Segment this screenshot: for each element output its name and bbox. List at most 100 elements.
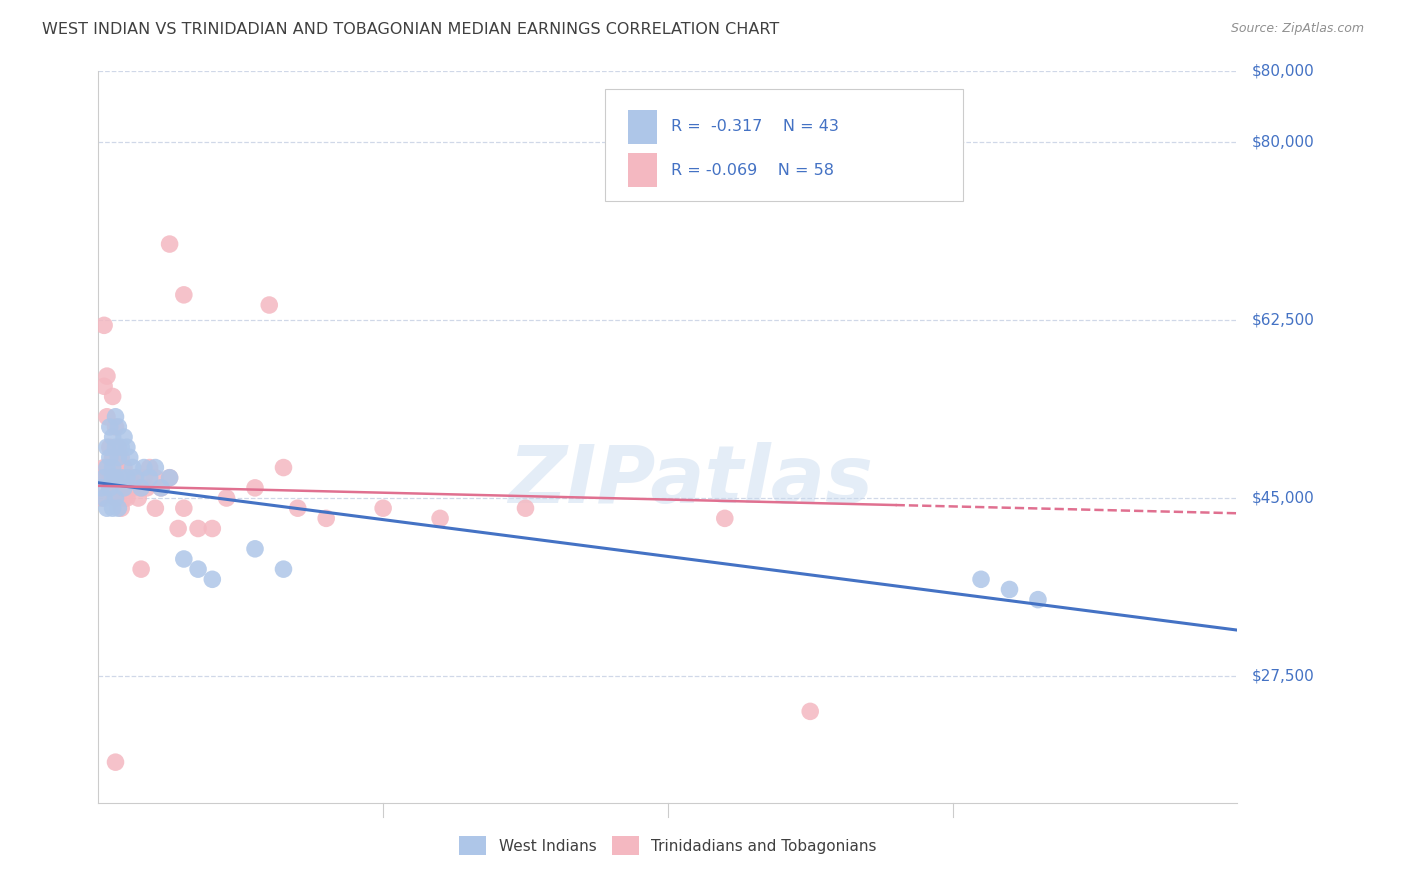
Point	[129, 562, 152, 576]
Text: $80,000: $80,000	[1251, 64, 1315, 78]
Point	[115, 440, 138, 454]
Text: WEST INDIAN VS TRINIDADIAN AND TOBAGONIAN MEDIAN EARNINGS CORRELATION CHART: WEST INDIAN VS TRINIDADIAN AND TOBAGONIA…	[42, 22, 779, 37]
Point	[215, 491, 238, 505]
Point	[93, 318, 115, 333]
Point	[159, 237, 181, 252]
Point	[138, 471, 160, 485]
Point	[714, 511, 737, 525]
Point	[96, 409, 118, 424]
Point	[107, 501, 129, 516]
Point	[101, 471, 124, 485]
Point	[129, 481, 152, 495]
Point	[115, 471, 138, 485]
Text: $27,500: $27,500	[1251, 668, 1315, 683]
Text: ZIPatlas: ZIPatlas	[508, 442, 873, 520]
Point	[101, 481, 124, 495]
Point	[970, 572, 993, 586]
Point	[187, 562, 209, 576]
Point	[145, 471, 167, 485]
Point	[287, 501, 309, 516]
Point	[90, 471, 112, 485]
Point	[515, 501, 537, 516]
Point	[98, 420, 121, 434]
Text: $80,000: $80,000	[1251, 135, 1315, 150]
Point	[101, 430, 124, 444]
Point	[101, 389, 124, 403]
Point	[145, 501, 167, 516]
Point	[98, 440, 121, 454]
Point	[129, 481, 152, 495]
Point	[104, 420, 127, 434]
Point	[107, 420, 129, 434]
Point	[118, 471, 141, 485]
Point	[124, 471, 146, 485]
Point	[799, 705, 821, 719]
Point	[145, 460, 167, 475]
Point	[104, 755, 127, 769]
Point	[159, 471, 181, 485]
Point	[998, 582, 1021, 597]
Point	[101, 501, 124, 516]
Point	[93, 379, 115, 393]
Point	[96, 471, 118, 485]
Point	[107, 491, 129, 505]
Point	[124, 471, 146, 485]
Point	[150, 481, 173, 495]
Point	[101, 460, 124, 475]
Point	[201, 521, 224, 535]
Point	[159, 471, 181, 485]
Point	[98, 481, 121, 495]
Point	[121, 481, 143, 495]
Point	[90, 491, 112, 505]
Point	[173, 552, 195, 566]
Point	[101, 450, 124, 465]
Point	[373, 501, 395, 516]
Point	[112, 460, 135, 475]
Text: R = -0.069    N = 58: R = -0.069 N = 58	[671, 163, 834, 178]
Point	[96, 460, 118, 475]
Point	[273, 460, 295, 475]
Point	[315, 511, 337, 525]
Point	[104, 440, 127, 454]
Point	[104, 491, 127, 505]
Point	[104, 491, 127, 505]
Point	[107, 471, 129, 485]
Legend: West Indians, Trinidadians and Tobagonians: West Indians, Trinidadians and Tobagonia…	[453, 830, 883, 861]
Text: $45,000: $45,000	[1251, 491, 1315, 506]
Point	[96, 501, 118, 516]
Point	[96, 440, 118, 454]
Point	[110, 481, 132, 495]
Point	[115, 471, 138, 485]
Point	[150, 481, 173, 495]
Point	[110, 450, 132, 465]
Point	[243, 481, 266, 495]
Point	[187, 521, 209, 535]
Point	[112, 430, 135, 444]
Point	[112, 481, 135, 495]
Point	[107, 450, 129, 465]
Point	[127, 491, 149, 505]
Point	[110, 440, 132, 454]
Point	[93, 471, 115, 485]
Point	[173, 501, 195, 516]
Point	[167, 521, 190, 535]
Point	[1026, 592, 1049, 607]
Point	[107, 440, 129, 454]
Point	[138, 460, 160, 475]
Point	[112, 491, 135, 505]
Point	[173, 288, 195, 302]
Text: R =  -0.317    N = 43: R = -0.317 N = 43	[671, 120, 838, 134]
Point	[429, 511, 451, 525]
Point	[93, 460, 115, 475]
Point	[135, 481, 157, 495]
Point	[259, 298, 281, 312]
Point	[98, 471, 121, 485]
Point	[115, 491, 138, 505]
Point	[273, 562, 295, 576]
Point	[110, 501, 132, 516]
Point	[110, 471, 132, 485]
Point	[243, 541, 266, 556]
Point	[104, 409, 127, 424]
Point	[121, 460, 143, 475]
Point	[104, 471, 127, 485]
